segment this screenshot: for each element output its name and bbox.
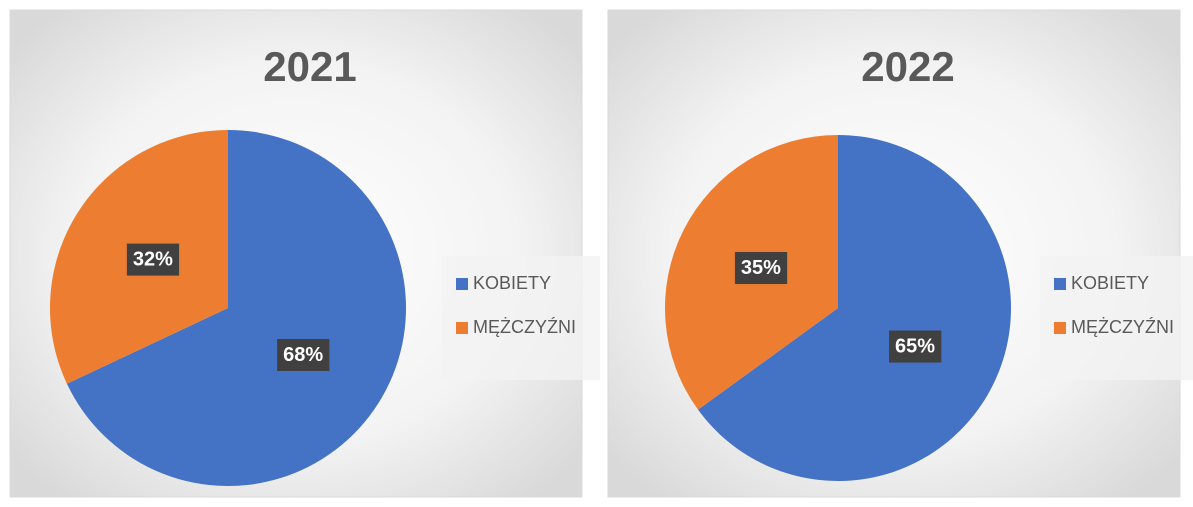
legend-swatch [456,278,468,290]
data-label: 32% [133,249,173,271]
legend-swatch [456,322,468,334]
data-label: 68% [283,344,323,366]
data-label-box [734,252,788,285]
legend-swatch [1054,322,1066,334]
chart: 2022 65% 35% KOBIETY MĘŻCZYŹNI [607,9,1193,498]
legend-label: MĘŻCZYŹNI [1071,317,1174,337]
pie-slice [66,130,406,487]
chart: 2021 68% 32% KOBIETY MĘŻCZYŹNI [9,9,600,498]
data-label-box [889,330,942,363]
data-label-box [277,338,330,371]
legend-swatch [1054,278,1066,290]
legend-label: KOBIETY [1071,273,1149,293]
chart-title: 2021 [263,43,356,90]
data-label: 65% [895,336,935,358]
data-label-box [126,243,180,276]
chart-title: 2022 [861,43,954,90]
legend-label: KOBIETY [473,273,551,293]
legend-label: MĘŻCZYŹNI [473,317,576,337]
data-label: 35% [741,257,781,279]
pie-slice [698,135,1011,482]
legend-box [442,256,600,380]
legend-box [1040,256,1193,380]
